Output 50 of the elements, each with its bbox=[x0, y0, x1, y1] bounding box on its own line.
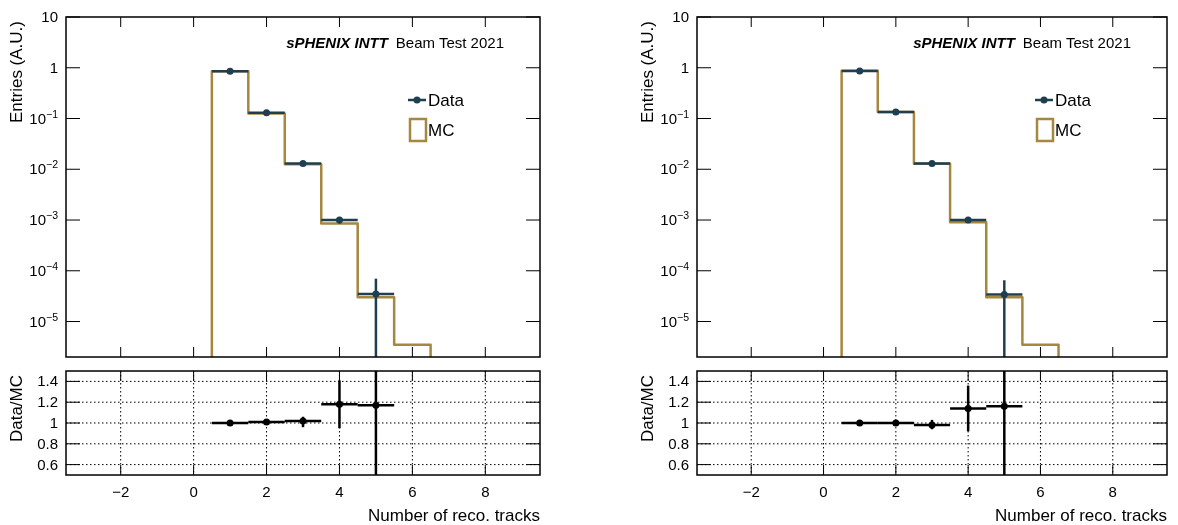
legend-label: Data bbox=[1055, 91, 1092, 110]
y-axis-title: Data/MC bbox=[638, 375, 657, 443]
y-tick-label: 1.4 bbox=[37, 372, 58, 390]
x-tick-label: 0 bbox=[819, 483, 828, 500]
x-tick-label: 4 bbox=[335, 483, 344, 500]
legend-label: MC bbox=[1055, 121, 1082, 140]
y-tick-label: 10$^{−3}$ bbox=[660, 209, 690, 229]
annotation: sPHENIX INTT bbox=[913, 34, 1017, 51]
legend-label: MC bbox=[428, 121, 455, 140]
x-tick-label: 8 bbox=[1108, 483, 1117, 500]
y-axis-title: Entries (A.U.) bbox=[638, 21, 657, 124]
y-tick-label: 10$^{−3}$ bbox=[29, 209, 59, 229]
x-tick-label: 0 bbox=[189, 483, 198, 500]
y-tick-label: 1.4 bbox=[668, 372, 689, 390]
x-tick-label: 2 bbox=[262, 483, 271, 500]
y-tick-label: 10 bbox=[672, 8, 689, 25]
x-tick-label: 4 bbox=[963, 483, 973, 500]
x-axis-title: Number of reco. tracks bbox=[368, 506, 540, 525]
y-axis-title: Data/MC bbox=[7, 375, 26, 443]
y-tick-label: 0.8 bbox=[668, 434, 689, 452]
annotation: Beam Test 2021 bbox=[395, 34, 504, 51]
x-tick-label: 2 bbox=[891, 483, 901, 500]
y-tick-label: 0.8 bbox=[37, 434, 58, 452]
x-tick-label: 6 bbox=[408, 483, 417, 500]
y-tick-label: 10$^{−4}$ bbox=[660, 259, 690, 279]
y-tick-label: 10$^{−1}$ bbox=[660, 107, 690, 127]
y-tick-label: 0.6 bbox=[37, 455, 58, 473]
y-tick-label: 10$^{−2}$ bbox=[29, 158, 59, 178]
y-tick-label: 1.2 bbox=[668, 393, 689, 411]
y-tick-label: 1 bbox=[49, 414, 58, 431]
x-tick-label: −2 bbox=[112, 483, 130, 500]
annotation: sPHENIX INTT bbox=[286, 34, 390, 51]
x-tick-label: 8 bbox=[481, 483, 490, 500]
y-tick-label: 10$^{−5}$ bbox=[660, 310, 690, 330]
x-axis-title: Number of reco. tracks bbox=[995, 506, 1167, 525]
x-tick-label: −2 bbox=[742, 483, 760, 500]
y-axis-title: Entries (A.U.) bbox=[7, 21, 26, 124]
y-tick-label: 1 bbox=[680, 414, 689, 431]
y-tick-label: 1 bbox=[49, 58, 58, 76]
x-tick-label: 6 bbox=[1036, 483, 1045, 500]
y-tick-label: 10$^{−2}$ bbox=[660, 158, 690, 178]
y-tick-label: 10 bbox=[41, 8, 58, 25]
y-tick-label: 1 bbox=[680, 58, 689, 76]
y-tick-label: 10$^{−4}$ bbox=[29, 259, 59, 279]
y-tick-label: 1.2 bbox=[37, 393, 58, 411]
legend-label: Data bbox=[428, 91, 465, 110]
y-tick-label: 10$^{−5}$ bbox=[29, 310, 59, 330]
y-tick-label: 0.6 bbox=[668, 455, 689, 473]
annotation: Beam Test 2021 bbox=[1022, 34, 1131, 51]
y-tick-label: 10$^{−1}$ bbox=[29, 107, 59, 127]
